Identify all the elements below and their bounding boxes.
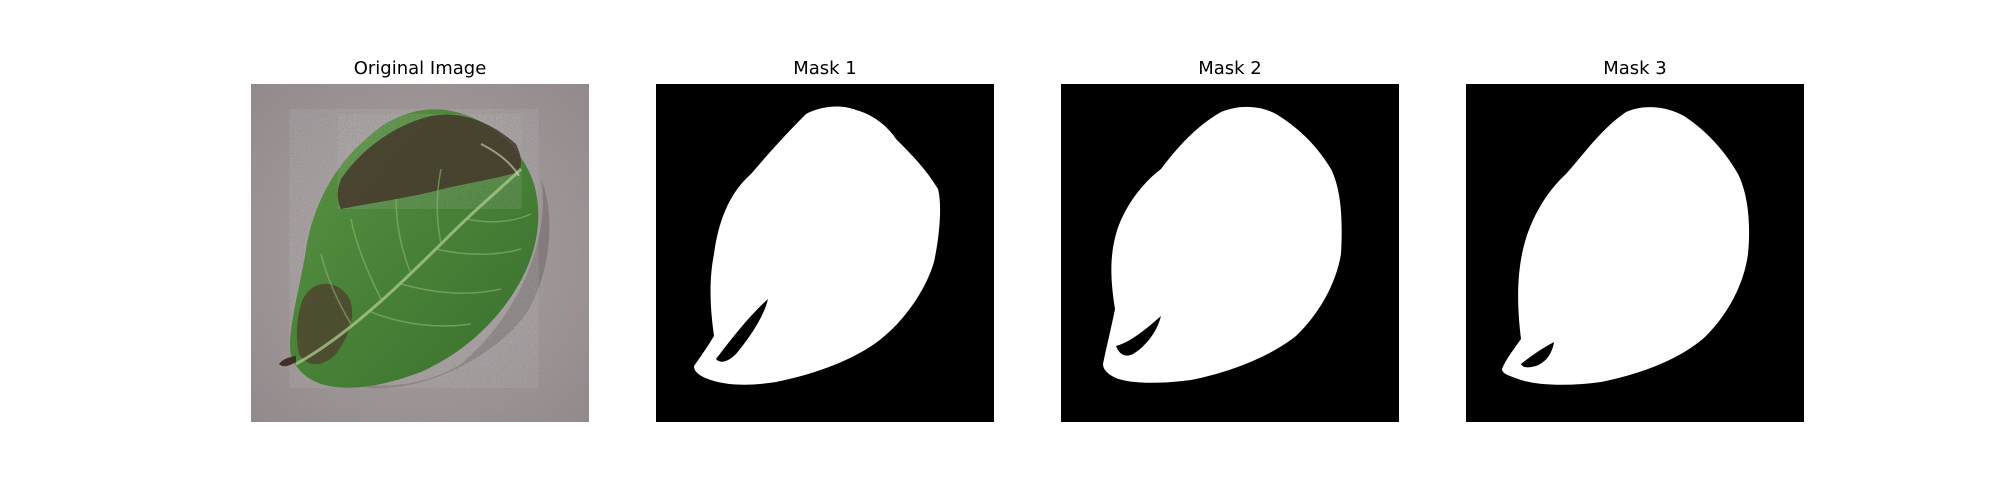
mask-1-image <box>656 84 994 422</box>
panel-mask-2: Mask 2 <box>1061 0 1399 500</box>
leaf-photo-svg <box>251 84 589 422</box>
panel-title: Original Image <box>353 58 487 79</box>
panel-mask-1: Mask 1 <box>656 0 994 500</box>
mask-foreground <box>1502 107 1750 385</box>
panel-title: Mask 1 <box>793 58 857 79</box>
mask-2-svg <box>1061 84 1399 422</box>
mask-2-image <box>1061 84 1399 422</box>
mask-notch <box>1521 342 1554 368</box>
leaf-edge-highlight <box>480 143 520 177</box>
panel-title: Mask 3 <box>1603 58 1667 79</box>
original-leaf-photo <box>251 84 589 422</box>
panel-original-image: Original Image <box>251 0 589 500</box>
mask-3-svg <box>1466 84 1804 422</box>
panel-title: Mask 2 <box>1198 58 1262 79</box>
mask-1-svg <box>656 84 994 422</box>
mask-foreground <box>1103 106 1342 383</box>
panel-mask-3: Mask 3 <box>1466 0 1804 500</box>
mask-notch <box>716 299 768 362</box>
leaf-lesion-bottom <box>296 283 353 365</box>
mask-3-image <box>1466 84 1804 422</box>
leaf-midrib <box>295 167 523 366</box>
leaf-shadow <box>321 179 550 389</box>
leaf-lesion-top <box>337 114 522 209</box>
mask-notch <box>1116 316 1161 356</box>
leaf-veins <box>320 168 532 327</box>
leaf-stem <box>279 356 296 367</box>
